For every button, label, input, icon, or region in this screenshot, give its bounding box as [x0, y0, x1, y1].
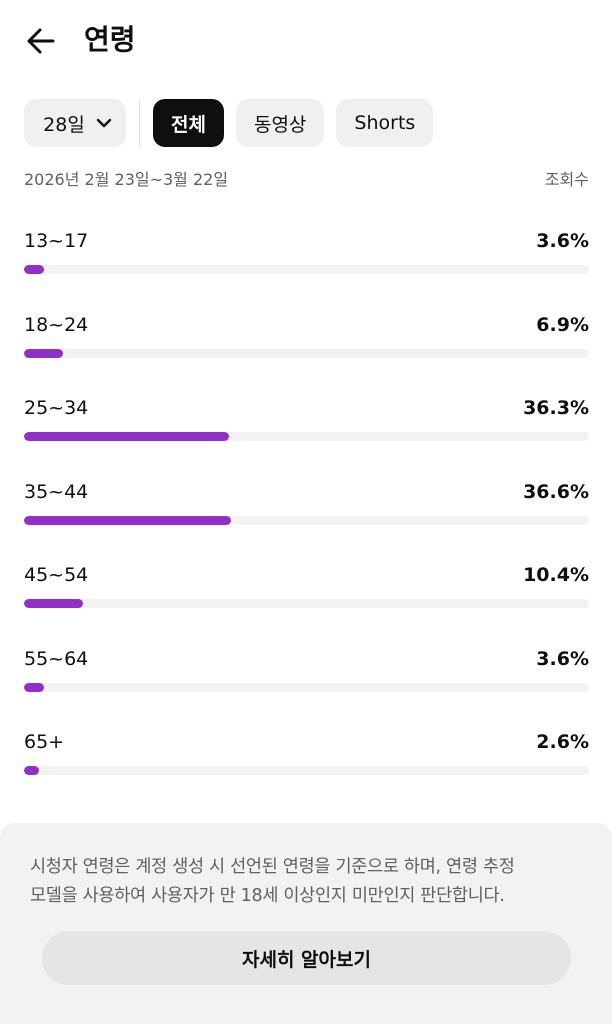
date-range: 2026년 2월 23일~3월 22일 [24, 170, 229, 189]
header: 연령 [0, 0, 612, 80]
progress-track [24, 432, 589, 441]
chip-shorts[interactable]: Shorts [336, 99, 434, 147]
period-dropdown[interactable]: 28일 [24, 99, 126, 147]
age-percent: 3.6% [536, 230, 589, 252]
period-label: 28일 [43, 113, 85, 136]
progress-track [24, 599, 589, 608]
chip-all[interactable]: 전체 [153, 99, 224, 147]
age-label: 65+ [24, 731, 65, 753]
progress-fill [24, 432, 230, 441]
arrow-left-icon [27, 28, 55, 54]
progress-fill [24, 599, 83, 608]
progress-fill [24, 766, 39, 775]
progress-fill [24, 682, 45, 692]
age-label: 18~24 [24, 313, 89, 336]
age-row: 45~54 10.4% [24, 560, 589, 644]
age-percent: 36.6% [523, 480, 589, 503]
progress-track [24, 766, 589, 775]
age-row: 13~17 3.6% [24, 226, 589, 310]
back-button[interactable] [22, 22, 60, 60]
age-percent: 2.6% [536, 731, 589, 753]
age-row: 18~24 6.9% [24, 310, 589, 394]
learn-more-button[interactable]: 자세히 알아보기 [42, 931, 571, 985]
progress-fill [24, 348, 63, 358]
info-panel: 시청자 연령은 계정 생성 시 선언된 연령을 기준으로 하며, 연령 추정 모… [0, 823, 612, 1024]
progress-fill [24, 265, 45, 274]
age-row: 65+ 2.6% [24, 727, 589, 811]
age-group-list: 13~17 3.6% 18~24 6.9% 25~34 36.3% 35~44 … [24, 226, 589, 811]
age-row: 35~44 36.6% [24, 477, 589, 561]
info-text: 시청자 연령은 계정 생성 시 선언된 연령을 기준으로 하며, 연령 추정 모… [30, 853, 590, 911]
summary-row: 2026년 2월 23일~3월 22일 조회수 [24, 168, 589, 192]
age-percent: 10.4% [523, 564, 589, 586]
progress-track [24, 265, 589, 274]
progress-track [24, 348, 589, 358]
filter-divider [139, 99, 140, 147]
chevron-down-icon [95, 114, 113, 132]
age-label: 25~34 [24, 397, 89, 419]
age-label: 13~17 [24, 230, 89, 252]
progress-track [24, 682, 589, 692]
info-line: 모델을 사용하여 사용자가 만 18세 이상인지 미만인지 판단합니다. [30, 886, 505, 906]
filter-bar: 28일 전체 동영상 Shorts [24, 99, 445, 147]
age-percent: 36.3% [523, 397, 589, 419]
age-percent: 6.9% [536, 313, 589, 336]
chip-videos[interactable]: 동영상 [235, 99, 325, 147]
age-percent: 3.6% [536, 647, 589, 670]
age-row: 25~34 36.3% [24, 393, 589, 477]
metric-label: 조회수 [544, 170, 589, 189]
progress-fill [24, 515, 231, 525]
age-row: 55~64 3.6% [24, 644, 589, 728]
age-label: 45~54 [24, 564, 89, 586]
page-title: 연령 [84, 23, 136, 56]
progress-track [24, 515, 589, 525]
age-label: 35~44 [24, 480, 89, 503]
info-line: 시청자 연령은 계정 생성 시 선언된 연령을 기준으로 하며, 연령 추정 [30, 857, 515, 877]
age-label: 55~64 [24, 647, 89, 670]
